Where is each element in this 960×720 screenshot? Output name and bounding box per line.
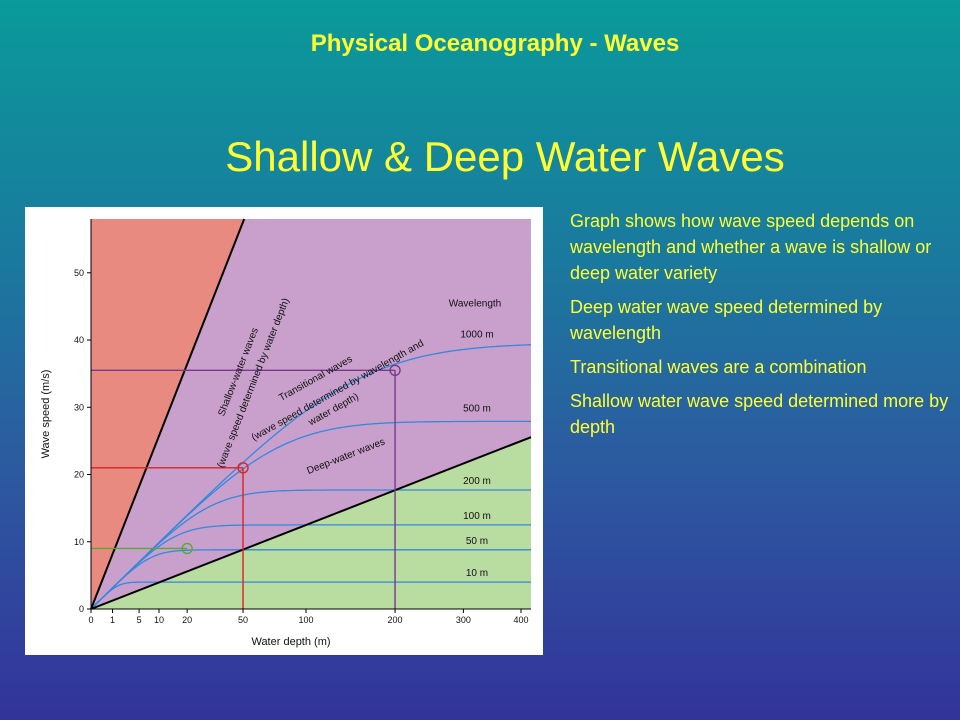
- x-tick-label: 300: [456, 615, 471, 625]
- x-tick-label: 200: [388, 615, 403, 625]
- bullet-list: Graph shows how wave speed depends on wa…: [570, 208, 950, 448]
- y-axis-label: Wave speed (m/s): [40, 370, 52, 459]
- series-label: 50 m: [466, 536, 488, 547]
- series-label: 1000 m: [460, 329, 493, 340]
- marker-green-circle: [181, 542, 193, 555]
- x-tick-label: 1: [110, 615, 115, 625]
- y-tick-label: 10: [74, 537, 84, 547]
- y-tick-label: 0: [79, 604, 84, 614]
- bullet-item: Graph shows how wave speed depends on wa…: [570, 211, 932, 283]
- marker-red-circle: [237, 462, 249, 474]
- wave-speed-chart: 0102030405001510205010020030040050060070…: [25, 207, 543, 655]
- y-tick-label: 50: [74, 268, 84, 278]
- x-tick-label: 400: [513, 615, 528, 625]
- series-label: 100 m: [463, 511, 491, 522]
- y-tick-label: 30: [74, 402, 84, 412]
- wave-curve-5: [90, 581, 531, 610]
- x-tick-label: 10: [154, 615, 164, 625]
- bullet-item: Shallow water wave speed determined more…: [570, 391, 949, 437]
- series-label: 500 m: [463, 403, 491, 414]
- header-title: Physical Oceanography - Waves: [310, 30, 680, 57]
- x-tick-label: 50: [238, 615, 248, 625]
- x-tick-label: 0: [88, 615, 93, 625]
- y-tick-label: 20: [74, 470, 84, 480]
- deep-boundary-line: [90, 436, 532, 610]
- bullet-item: Transitional waves are a combination: [570, 357, 867, 377]
- x-tick-label: 20: [182, 615, 192, 625]
- series-label: 200 m: [463, 476, 491, 487]
- slide-title: Shallow & Deep Water Waves: [225, 133, 785, 180]
- wave-curve-2: [90, 489, 531, 610]
- x-tick-label: 100: [298, 615, 313, 625]
- x-tick-label: 5: [137, 615, 142, 625]
- wave-curve-4: [90, 549, 531, 610]
- legend-title: Wavelength: [449, 299, 501, 310]
- marker-purple-circle: [389, 364, 401, 376]
- wave-curve-1: [90, 420, 531, 610]
- x-axis-label: Water depth (m): [251, 636, 330, 648]
- bullet-item: Deep water wave speed determined by wave…: [570, 297, 883, 343]
- series-label: 10 m: [466, 568, 488, 579]
- y-tick-label: 40: [74, 335, 84, 345]
- wave-curve-3: [90, 524, 531, 610]
- shallow-boundary-line: [90, 218, 246, 610]
